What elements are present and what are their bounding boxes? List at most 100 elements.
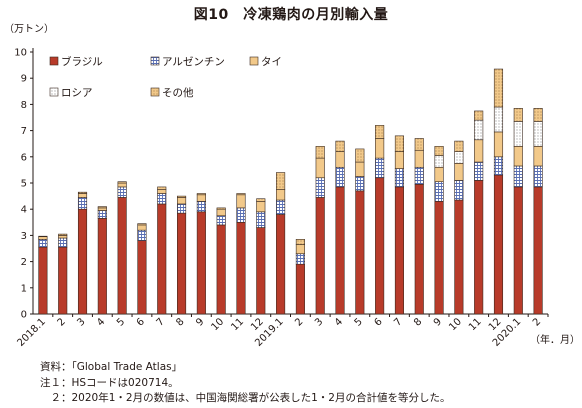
bar-segment (513, 146, 523, 167)
bar-segment (137, 224, 147, 231)
bar-segment (117, 186, 127, 198)
bar-segment (394, 151, 404, 169)
x-tick-label: 7 (155, 316, 167, 328)
bar-segment (97, 210, 107, 219)
bar-segment (177, 212, 187, 315)
bar-segment (97, 206, 107, 209)
x-axis-label: （年．月） (530, 333, 580, 346)
bar-segment (157, 186, 167, 190)
y-tick-label: 10 (14, 48, 27, 59)
bar-segment (474, 139, 484, 163)
bar-segment (414, 166, 424, 185)
bar-segment (276, 214, 286, 315)
x-tick-label: 2018.1 (15, 316, 48, 349)
bar-segment (474, 110, 484, 121)
y-tick-label: 6 (21, 152, 27, 163)
y-axis-label: （万トン） (4, 23, 54, 35)
bar-segment (216, 215, 226, 226)
bar-segment (77, 197, 88, 210)
y-tick-label: 0 (21, 310, 27, 321)
y-tick-label: 2 (21, 257, 27, 268)
bar-segment (216, 208, 226, 217)
legend-label: タイ (261, 56, 282, 68)
bar-segment (315, 177, 325, 198)
bar-segment (38, 235, 48, 238)
bar-segment (454, 151, 464, 164)
legend-swatch (49, 87, 59, 97)
y-tick-label: 9 (21, 74, 27, 85)
legend-label: ロシア (61, 87, 93, 99)
bar-segment (58, 246, 68, 315)
bar-segment (434, 201, 444, 315)
bar-segment (533, 165, 543, 188)
bar-segment (394, 186, 404, 315)
bar-segment (117, 197, 127, 315)
bar-segment (216, 207, 226, 210)
bar-segment (454, 180, 464, 201)
bar-segment (58, 237, 68, 248)
bar-segment (276, 199, 286, 215)
bar-segment (375, 157, 385, 179)
bar-segment (454, 140, 464, 152)
bar-segment (196, 193, 206, 196)
bar-segment (256, 198, 266, 202)
bar-segment (196, 211, 206, 315)
bar-segment (513, 165, 523, 188)
bar-segment (58, 233, 68, 236)
bar-segment (533, 108, 543, 122)
bar-segment (157, 189, 167, 194)
y-tick-label: 5 (21, 179, 27, 190)
legend-swatch (150, 87, 160, 97)
bar-segment (375, 177, 385, 315)
x-tick-label: 11 (229, 316, 246, 333)
x-tick-label: 3 (313, 316, 325, 328)
bar-segment (295, 263, 305, 315)
x-tick-label: 2 (56, 316, 68, 328)
x-tick-label: 5 (353, 316, 365, 328)
x-tick-label: 10 (447, 316, 464, 333)
bar-segment (474, 119, 484, 141)
x-tick-label: 2 (531, 316, 543, 328)
bar-segment (434, 166, 444, 182)
bar-segment (315, 197, 325, 315)
x-tick-label: 4 (333, 316, 345, 328)
bar-segment (434, 155, 444, 168)
bar-segment (236, 207, 246, 223)
bar-segment (177, 195, 187, 198)
bar-segment (474, 161, 484, 181)
bar-segment (533, 186, 543, 315)
bar-segment (533, 121, 543, 147)
bar-segment (513, 108, 523, 122)
bar-segment (414, 138, 424, 151)
bar-segment (236, 193, 246, 196)
x-tick-label: 9 (432, 316, 444, 328)
bar-segment (295, 253, 305, 265)
bar-segment (335, 166, 345, 188)
footnote-2: ２：2020年1・2月の数値は、中国海関総署が公表した1・2月の合計値を等分した… (40, 392, 451, 404)
bar-segment (355, 176, 365, 192)
chart-title: 図10 冷凍鶏肉の月別輸入量 (193, 7, 389, 23)
legend-swatch (249, 56, 259, 66)
x-tick-label: 9 (194, 316, 206, 328)
x-tick-label: 8 (412, 316, 424, 328)
bar-segment (117, 181, 127, 184)
bar-segment (355, 161, 365, 177)
bar-segment (295, 239, 305, 245)
bar-segment (533, 146, 543, 167)
bar-segment (335, 140, 345, 152)
bar-segment (493, 131, 504, 158)
source-note: 資料：「Global Trade Atlas」 (40, 361, 183, 373)
x-tick-label: 2 (293, 316, 305, 328)
bar-segment (474, 180, 484, 315)
bar-segment (315, 146, 325, 159)
bar-segment (77, 193, 88, 198)
x-tick-label: 11 (467, 316, 484, 333)
bar-segment (454, 163, 464, 181)
bar-segment (493, 68, 504, 108)
bar-segment (236, 222, 246, 315)
y-tick-label: 8 (21, 100, 27, 111)
bar-segment (236, 194, 246, 209)
bar-segment (97, 207, 107, 211)
x-tick-label: 6 (372, 316, 384, 328)
